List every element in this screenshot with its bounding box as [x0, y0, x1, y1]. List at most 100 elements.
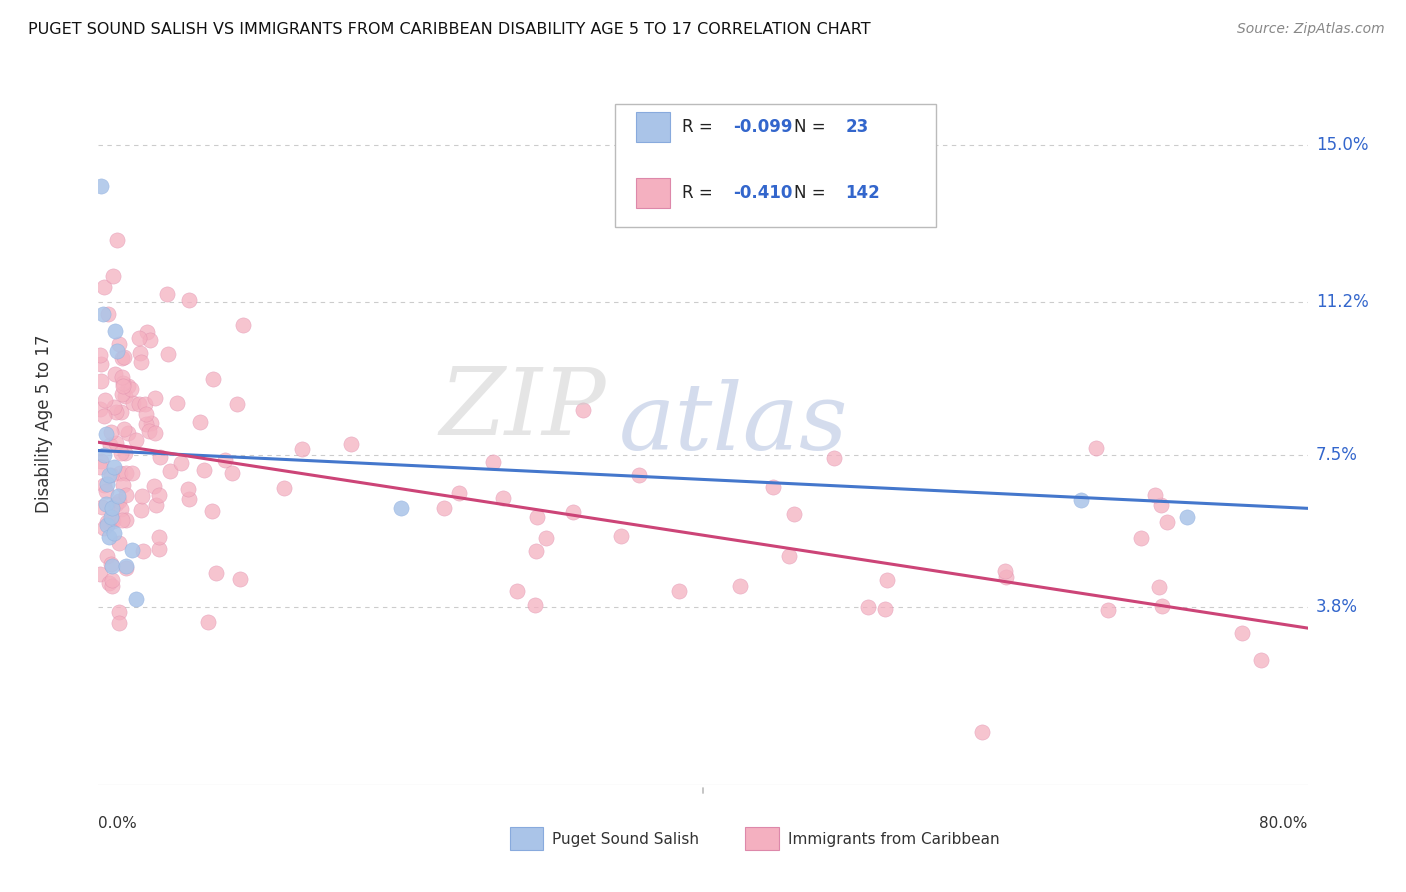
Point	[100, 425, 122, 440]
Point	[156, 346, 179, 360]
Point	[91, 500, 114, 515]
Point	[561, 505, 583, 519]
Point	[104, 324, 127, 338]
Point	[221, 467, 243, 481]
Point	[778, 549, 800, 564]
Point	[96, 549, 118, 563]
Point	[103, 526, 125, 541]
Point	[107, 337, 129, 351]
Point	[1070, 493, 1092, 508]
Point	[201, 504, 224, 518]
Point	[730, 579, 752, 593]
FancyBboxPatch shape	[637, 178, 671, 209]
Point	[132, 544, 155, 558]
Point	[129, 355, 152, 369]
Point	[143, 391, 166, 405]
Text: 11.2%: 11.2%	[1316, 293, 1368, 311]
Point	[111, 387, 134, 401]
Text: PUGET SOUND SALISH VS IMMIGRANTS FROM CARIBBEAN DISABILITY AGE 5 TO 17 CORRELATI: PUGET SOUND SALISH VS IMMIGRANTS FROM CA…	[28, 22, 870, 37]
Point	[610, 529, 633, 543]
Point	[128, 397, 150, 411]
Point	[94, 392, 117, 407]
Point	[115, 513, 138, 527]
Point	[177, 293, 200, 307]
Point	[1149, 498, 1171, 512]
Text: R =: R =	[682, 118, 718, 136]
Point	[166, 396, 188, 410]
Point	[96, 476, 118, 491]
Text: 15.0%: 15.0%	[1316, 136, 1368, 154]
Point	[449, 486, 471, 500]
Point	[273, 481, 295, 495]
Point	[114, 446, 136, 460]
Text: 142: 142	[845, 185, 880, 202]
Point	[138, 334, 160, 348]
Point	[389, 501, 412, 516]
Point	[143, 426, 166, 441]
Point	[138, 424, 160, 438]
Point	[96, 515, 118, 529]
Point	[94, 497, 117, 511]
Point	[98, 468, 121, 483]
Point	[104, 497, 127, 511]
Point	[762, 480, 785, 494]
Point	[108, 536, 131, 550]
Text: 3.8%: 3.8%	[1316, 599, 1358, 616]
Point	[100, 468, 122, 483]
Text: R =: R =	[682, 185, 718, 202]
Point	[1130, 531, 1153, 545]
Point	[122, 396, 145, 410]
Point	[526, 510, 548, 524]
Point	[93, 280, 115, 294]
Point	[149, 450, 172, 464]
Point	[170, 456, 193, 470]
Point	[668, 583, 690, 598]
Point	[125, 433, 148, 447]
Point	[201, 372, 224, 386]
Point	[101, 512, 124, 526]
Point	[107, 489, 129, 503]
Point	[121, 542, 143, 557]
Point	[226, 397, 249, 411]
Point	[291, 442, 314, 457]
Point	[177, 482, 200, 496]
Point	[93, 409, 115, 423]
Point	[93, 448, 115, 462]
Point	[110, 502, 132, 516]
Point	[572, 402, 595, 417]
Text: Disability Age 5 to 17: Disability Age 5 to 17	[35, 334, 53, 513]
Point	[873, 602, 896, 616]
Point	[156, 286, 179, 301]
Point	[100, 558, 122, 572]
Point	[112, 422, 135, 436]
FancyBboxPatch shape	[614, 103, 936, 227]
Point	[111, 478, 134, 492]
Point	[97, 576, 120, 591]
Point	[994, 570, 1017, 584]
Point	[105, 233, 128, 247]
Point	[128, 331, 150, 345]
Point	[103, 401, 125, 415]
Point	[112, 350, 135, 364]
FancyBboxPatch shape	[745, 827, 779, 850]
Point	[114, 389, 136, 403]
Text: ZIP: ZIP	[440, 364, 606, 454]
Point	[90, 357, 112, 371]
Point	[876, 573, 898, 587]
Point	[98, 530, 121, 544]
Point	[214, 453, 236, 467]
Point	[1232, 626, 1254, 640]
Point	[105, 344, 128, 359]
Point	[120, 382, 142, 396]
FancyBboxPatch shape	[509, 827, 543, 850]
Point	[145, 498, 167, 512]
Point	[994, 564, 1017, 578]
Text: Immigrants from Caribbean: Immigrants from Caribbean	[787, 831, 1000, 847]
Point	[117, 425, 139, 440]
Point	[104, 405, 127, 419]
Point	[205, 566, 228, 580]
Point	[136, 325, 159, 339]
Point	[433, 501, 456, 516]
Point	[110, 405, 132, 419]
Point	[111, 378, 134, 392]
